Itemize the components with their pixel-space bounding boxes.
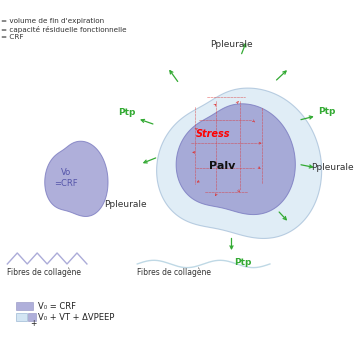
Polygon shape: [176, 104, 295, 214]
Text: Palv: Palv: [209, 161, 235, 171]
Bar: [16, 313, 27, 321]
Polygon shape: [45, 141, 108, 217]
Bar: [28, 313, 36, 321]
Polygon shape: [157, 88, 322, 239]
Text: Ptp: Ptp: [234, 258, 252, 267]
Text: = capacité résiduelle fonctionnelle: = capacité résiduelle fonctionnelle: [1, 26, 126, 33]
Text: = CRF: = CRF: [1, 34, 23, 40]
Text: = volume de fin d'expiration: = volume de fin d'expiration: [1, 18, 104, 24]
Text: Fibres de collagène: Fibres de collagène: [7, 268, 81, 277]
Bar: [16, 302, 33, 310]
Text: Vo
=CRF: Vo =CRF: [54, 168, 78, 188]
Text: V₀ = CRF: V₀ = CRF: [38, 301, 76, 311]
Text: +: +: [30, 319, 36, 328]
Text: Fibres de collagène: Fibres de collagène: [137, 268, 211, 277]
Text: Ppleurale: Ppleurale: [104, 200, 146, 209]
Text: Stress: Stress: [196, 129, 230, 139]
Text: V₀ + VT + ΔVPEEP: V₀ + VT + ΔVPEEP: [38, 312, 115, 322]
Text: Ppleurale: Ppleurale: [311, 163, 354, 173]
Text: Ptp: Ptp: [318, 106, 336, 116]
Text: Ptp: Ptp: [118, 109, 135, 118]
Text: Ppleurale: Ppleurale: [210, 40, 253, 49]
